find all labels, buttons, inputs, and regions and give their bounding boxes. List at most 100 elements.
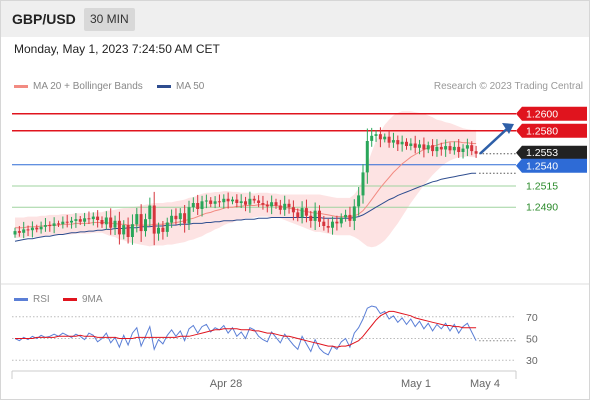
candle-body bbox=[226, 198, 230, 202]
candle-body bbox=[70, 220, 73, 223]
candle-body bbox=[244, 201, 247, 205]
candle-body bbox=[87, 218, 91, 220]
candle-body bbox=[439, 146, 443, 150]
candle-body bbox=[43, 225, 47, 227]
candle-body bbox=[344, 214, 348, 218]
candle-body bbox=[409, 143, 413, 146]
candle-body bbox=[213, 201, 217, 204]
candle-body bbox=[96, 216, 100, 220]
candles bbox=[13, 127, 478, 246]
candle-body bbox=[57, 223, 60, 225]
rsi-tick-label: 30 bbox=[526, 355, 538, 367]
legend-ma20-label: MA 20 + Bollinger Bands bbox=[33, 81, 143, 92]
price-tag-bg bbox=[516, 145, 587, 160]
candle-body bbox=[361, 172, 365, 196]
candle-body bbox=[352, 206, 356, 221]
forecast-arrow-head bbox=[502, 122, 514, 134]
candle-body bbox=[204, 200, 208, 202]
candle-body bbox=[239, 201, 243, 203]
candle-body bbox=[331, 221, 334, 228]
candle-body bbox=[196, 203, 200, 209]
price-tag-label: 1.2600 bbox=[526, 108, 558, 120]
forecast-arrow-line bbox=[479, 127, 509, 155]
candle-body bbox=[200, 201, 204, 209]
candle-body bbox=[318, 210, 321, 222]
candle-body bbox=[470, 145, 474, 152]
candle-body bbox=[335, 221, 339, 224]
rsi-panel: 70 50 30 bbox=[12, 305, 538, 367]
candle-body bbox=[391, 140, 395, 143]
candle-body bbox=[291, 207, 295, 213]
rsi-series-0 bbox=[14, 305, 477, 356]
candle-body bbox=[148, 205, 152, 220]
candle-body bbox=[304, 208, 308, 216]
legend-9ma-label: 9MA bbox=[82, 294, 103, 305]
candle-body bbox=[309, 215, 313, 221]
pair-title: GBP/USD bbox=[12, 11, 76, 27]
candle-body bbox=[109, 217, 113, 228]
candle-body bbox=[83, 218, 87, 222]
candle-body bbox=[270, 202, 274, 207]
candle-body bbox=[474, 151, 478, 154]
candle-body bbox=[378, 134, 382, 140]
candle-body bbox=[422, 144, 426, 150]
candle-body bbox=[465, 145, 469, 149]
candle-body bbox=[287, 203, 291, 208]
candle-body bbox=[461, 148, 465, 152]
price-tag-label: 1.2490 bbox=[526, 202, 558, 214]
candle-body bbox=[39, 226, 43, 230]
candle-body bbox=[22, 229, 26, 233]
price-tag-label: 1.2540 bbox=[526, 160, 558, 172]
legend-ma20-swatch bbox=[14, 84, 28, 88]
candle-body bbox=[26, 229, 30, 231]
price-tag-label: 1.2553 bbox=[526, 147, 558, 159]
legend-rsi: RSI bbox=[14, 294, 50, 305]
rsi-series-1 bbox=[15, 310, 477, 348]
bollinger-band-area bbox=[15, 111, 477, 248]
candle-body bbox=[339, 217, 343, 224]
candle-body bbox=[435, 146, 439, 152]
candle-body bbox=[122, 225, 126, 235]
candle-body bbox=[452, 146, 456, 151]
price-tag-bg bbox=[516, 123, 587, 138]
price-levels bbox=[12, 113, 516, 208]
legend-rsi-swatch bbox=[14, 297, 28, 301]
candle-body bbox=[217, 201, 221, 203]
candle-body bbox=[274, 202, 278, 206]
candle-body bbox=[313, 210, 317, 221]
candle-body bbox=[157, 227, 160, 234]
candle-body bbox=[278, 205, 282, 210]
credit-text: Research © 2023 Trading Central bbox=[433, 81, 583, 92]
candle-body bbox=[187, 207, 191, 224]
candle-body bbox=[257, 200, 261, 203]
candle-body bbox=[174, 215, 178, 220]
candle-body bbox=[130, 224, 134, 237]
candle-body bbox=[113, 220, 117, 228]
rsi-tick-label: 50 bbox=[526, 334, 538, 346]
candle-body bbox=[283, 203, 287, 210]
timeframe-button[interactable]: 30 MIN bbox=[84, 8, 135, 31]
price-tag-bg bbox=[516, 158, 587, 173]
candle-body bbox=[183, 213, 187, 224]
candle-body bbox=[144, 219, 147, 232]
candle-body bbox=[65, 221, 69, 223]
candle-body bbox=[170, 215, 174, 223]
bollinger-bands bbox=[15, 111, 477, 248]
candle-body bbox=[48, 225, 52, 227]
x-tick-label: May 4 bbox=[470, 378, 500, 390]
candle-body bbox=[178, 213, 182, 220]
legend-ma50-swatch bbox=[157, 84, 171, 88]
candle-body bbox=[365, 141, 369, 173]
price-tag-bg bbox=[516, 106, 587, 121]
candle-body bbox=[52, 223, 56, 226]
candle-body bbox=[13, 231, 17, 235]
candle-body bbox=[448, 146, 452, 151]
legend-rsi-label: RSI bbox=[33, 294, 50, 305]
legend-ma20: MA 20 + Bollinger Bands bbox=[14, 81, 143, 92]
candle-body bbox=[104, 217, 108, 225]
candle-body bbox=[418, 144, 421, 148]
legend-9ma: 9MA bbox=[63, 294, 103, 305]
candle-body bbox=[152, 205, 156, 234]
